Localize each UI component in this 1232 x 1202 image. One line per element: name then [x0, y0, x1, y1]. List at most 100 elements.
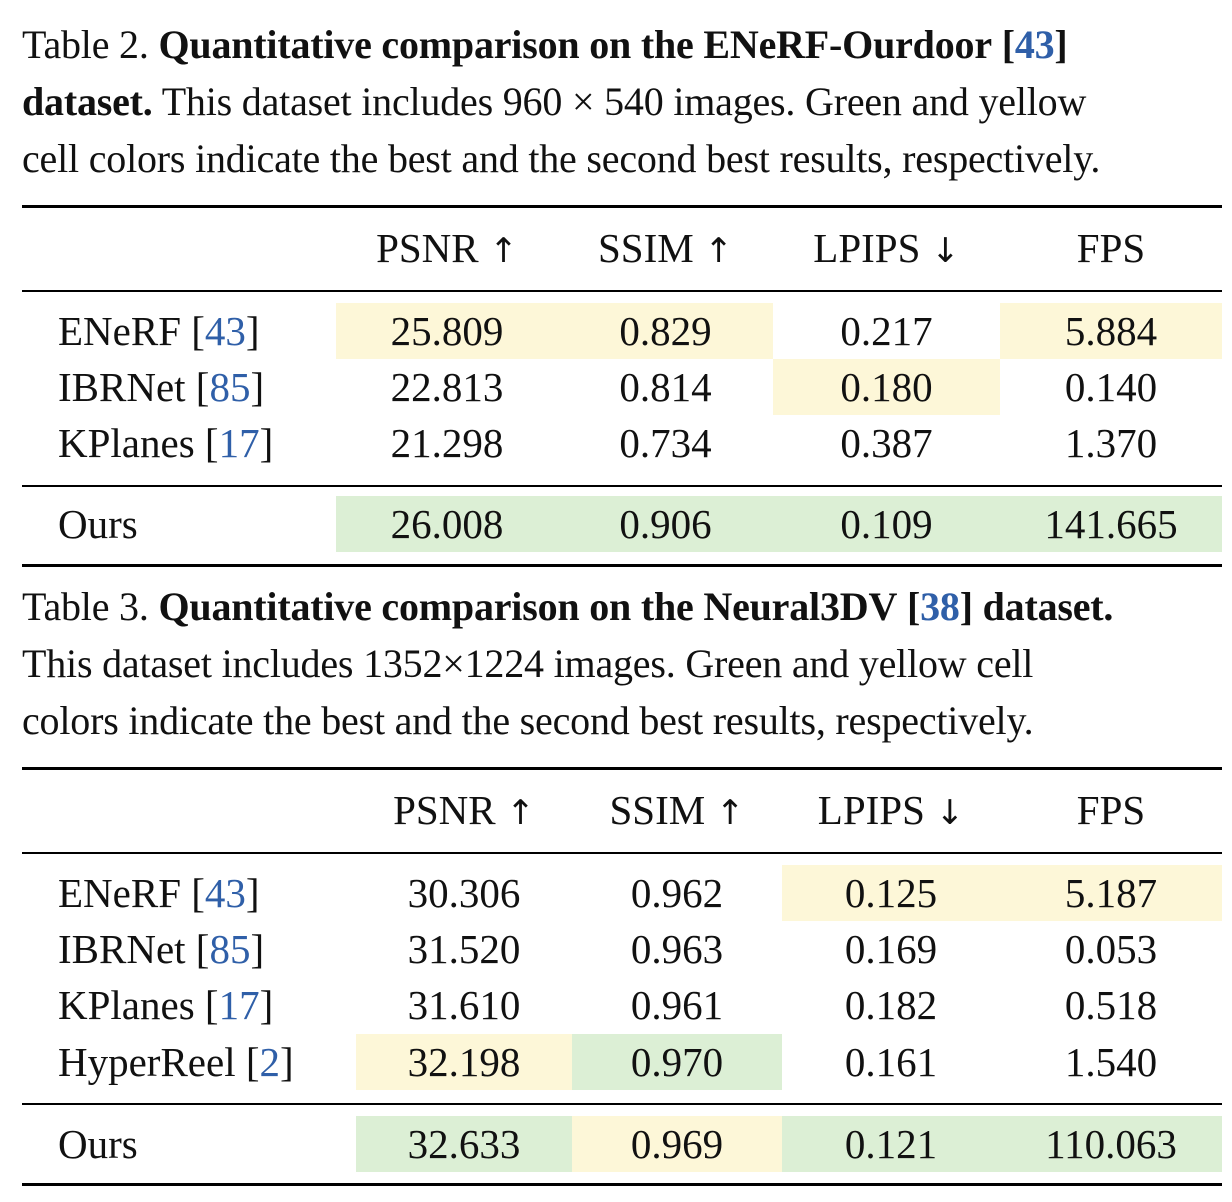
citation-link[interactable]: 17: [218, 982, 260, 1028]
table3-caption-title: Quantitative comparison on the Neural3DV: [158, 584, 898, 629]
table3-cell: 5.187: [1000, 865, 1222, 921]
table3-cell: 32.198: [356, 1034, 572, 1090]
table3-method-enerf: ENeRF [43]: [58, 870, 260, 916]
table2-header-3: FPS: [1000, 220, 1222, 276]
table3-cell: 32.633: [356, 1116, 572, 1172]
table2-cell: 25.809: [336, 303, 558, 359]
table2-cell: 21.298: [390, 420, 504, 466]
table3-bottom-rule: [22, 1183, 1222, 1186]
table3-header-label-2: LPIPS: [817, 787, 925, 833]
citation-link[interactable]: 43: [204, 308, 246, 354]
table3-cell: 0.969: [572, 1116, 782, 1172]
table2-caption-line1: Table 2. Quantitative comparison on the …: [22, 22, 1068, 67]
method-name: IBRNet: [58, 926, 186, 972]
method-name: KPlanes: [58, 420, 195, 466]
table3-cell: 1.540: [1064, 1039, 1158, 1085]
table2-top-rule: [22, 205, 1222, 208]
table3-caption-line1: Table 3. Quantitative comparison on the …: [22, 584, 1114, 629]
table2-header-2: LPIPS ↓: [773, 220, 1000, 279]
table2-caption-text2: cell colors indicate the best and the se…: [22, 136, 1101, 181]
table2-header-0: PSNR ↑: [336, 220, 558, 279]
table2-caption-line2: dataset. This dataset includes 960 × 540…: [22, 73, 1232, 130]
table2-cell: 0.140: [1064, 364, 1158, 410]
table2-cell: 5.884: [1000, 303, 1222, 359]
table2-bottom-rule: [22, 564, 1222, 567]
table3-cell: 0.182: [844, 982, 938, 1028]
table3-ours-rule: [22, 1103, 1222, 1105]
citation-link[interactable]: 17: [218, 420, 260, 466]
table2-cell: 0.814: [619, 364, 712, 410]
table3-cell: 31.520: [407, 926, 521, 972]
table2-cell: 0.109: [773, 496, 1000, 552]
table3-header-3: FPS: [1000, 782, 1222, 838]
table2-cell: 22.813: [390, 364, 504, 410]
table3-caption-label: Table 3.: [22, 584, 149, 629]
down-arrow-icon: ↓: [924, 793, 965, 833]
up-arrow-icon: ↑: [495, 793, 535, 833]
table2-cell: 0.387: [840, 420, 933, 466]
table2-cell: 26.008: [336, 496, 558, 552]
table3-top-rule: [22, 767, 1222, 770]
table3-cell: 0.518: [1064, 982, 1158, 1028]
citation-link[interactable]: 43: [204, 870, 246, 916]
table3-cell: 0.962: [630, 870, 724, 916]
citation-link[interactable]: 85: [209, 364, 251, 410]
table3-caption-text2: colors indicate the best and the second …: [22, 698, 1034, 743]
table3-method-hyperreel: HyperReel [2]: [58, 1039, 294, 1085]
table2-caption-label: Table 2.: [22, 22, 149, 67]
table3-cell: 30.306: [407, 870, 521, 916]
table2-header-1: SSIM ↑: [558, 220, 773, 279]
table3-header-1: SSIM ↑: [572, 782, 782, 841]
table2-cell: 0.734: [619, 420, 712, 466]
table3-header-label-1: SSIM: [609, 787, 706, 833]
table3-header-0: PSNR ↑: [356, 782, 572, 841]
table3-header-label-3: FPS: [1076, 787, 1146, 833]
table2-method-ours: Ours: [58, 496, 138, 552]
table2-caption-dataset: dataset.: [22, 79, 153, 124]
method-name: ENeRF: [58, 308, 181, 354]
table3-method-ours: Ours: [58, 1116, 138, 1172]
table3-cell: 0.125: [782, 865, 1000, 921]
table2-method-enerf: ENeRF [43]: [58, 308, 260, 354]
table3-caption-line3: colors indicate the best and the second …: [22, 692, 1232, 749]
table2-caption-title: Quantitative comparison on the ENeRF-Our…: [158, 22, 992, 67]
method-name: Ours: [58, 501, 138, 547]
table2-caption-text1: This dataset includes 960 × 540 images. …: [161, 79, 1087, 124]
table2-cell: 0.829: [558, 303, 773, 359]
table3-cell: 0.161: [844, 1039, 938, 1085]
table3-caption-text1: This dataset includes 1352×1224 images. …: [22, 641, 1034, 686]
method-name: KPlanes: [58, 982, 195, 1028]
citation-link[interactable]: 2: [259, 1039, 281, 1085]
up-arrow-icon: ↑: [478, 231, 518, 271]
table2-header-label-2: LPIPS: [813, 225, 921, 271]
table3-cell: 0.169: [844, 926, 938, 972]
table2-header-label-1: SSIM: [597, 225, 694, 271]
table3-cell: 0.121: [782, 1116, 1000, 1172]
up-arrow-icon: ↑: [705, 793, 745, 833]
table3-caption-cite[interactable]: 38: [920, 584, 960, 629]
table2-method-kplanes: KPlanes [17]: [58, 420, 274, 466]
table3-method-kplanes: KPlanes [17]: [58, 982, 274, 1028]
table3-cell: 0.970: [572, 1034, 782, 1090]
table3-cell: 31.610: [407, 982, 521, 1028]
table3-header-label-0: PSNR: [393, 787, 496, 833]
table2-caption-cite[interactable]: 43: [1014, 22, 1055, 67]
table2-cell: 1.370: [1064, 420, 1158, 466]
down-arrow-icon: ↓: [920, 231, 960, 271]
table2-method-ibrnet: IBRNet [85]: [58, 364, 265, 410]
table2-header-label-3: FPS: [1076, 225, 1146, 271]
table3-caption-dataset: dataset.: [982, 584, 1114, 629]
table3-cell: 0.963: [630, 926, 724, 972]
table2-cell: 0.906: [558, 496, 773, 552]
table3-caption-line2: This dataset includes 1352×1224 images. …: [22, 635, 1232, 692]
table2-cell: 141.665: [1000, 496, 1222, 552]
up-arrow-icon: ↑: [693, 231, 734, 271]
table2-cell: 0.180: [773, 359, 1000, 415]
citation-link[interactable]: 85: [209, 926, 251, 972]
table2-header-label-0: PSNR: [376, 225, 479, 271]
table3-cell: 0.961: [630, 982, 724, 1028]
table3-cell: 110.063: [1000, 1116, 1222, 1172]
table3-header-rule: [22, 852, 1222, 854]
table3-header-2: LPIPS ↓: [782, 782, 1000, 841]
table3-method-ibrnet: IBRNet [85]: [58, 926, 265, 972]
